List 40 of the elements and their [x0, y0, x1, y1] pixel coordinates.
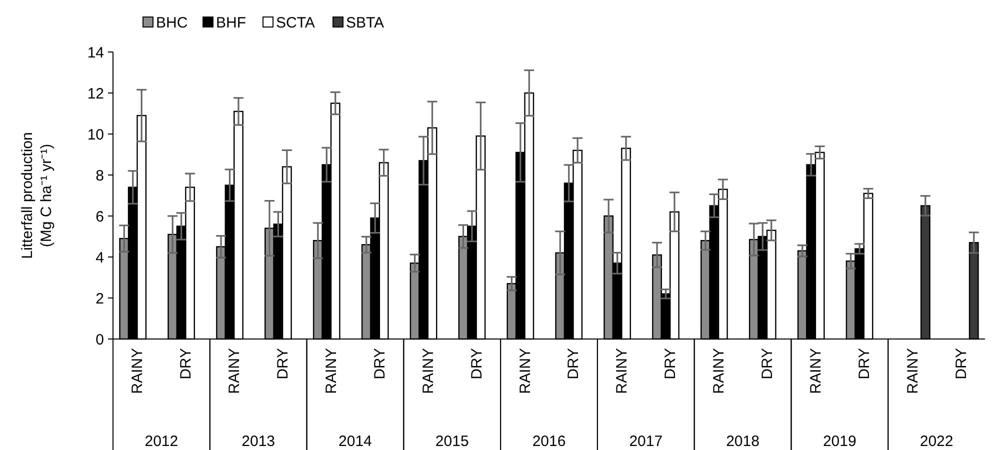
legend-label: SBTA: [346, 14, 384, 32]
x-tick-label: DRY: [371, 348, 388, 380]
text: 2013: [242, 433, 276, 450]
text: 2019: [822, 433, 856, 450]
y-tick-label: 4: [96, 249, 104, 266]
text: 2018: [726, 433, 760, 450]
x-tick-label: RAINY: [516, 348, 534, 394]
text: 2012: [144, 433, 178, 450]
text: 2016: [532, 433, 566, 450]
x-tick-label: DRY: [952, 348, 970, 380]
x-tick-label: RAINY: [226, 348, 244, 394]
y-tick-label: 14: [87, 44, 104, 62]
y-tick-label: 6: [96, 208, 104, 226]
y-tick-label: 0: [96, 331, 104, 348]
legend-label: BHC: [156, 14, 188, 32]
y-tick-label: 12: [87, 85, 104, 102]
legend-label: BHF: [216, 14, 246, 32]
x-tick-label: RAINY: [323, 348, 340, 394]
text: 2015: [435, 433, 469, 450]
x-tick-label: DRY: [565, 348, 582, 380]
legend-label: SCTA: [276, 14, 315, 32]
text: 2017: [629, 433, 663, 450]
x-tick-label: RAINY: [129, 348, 146, 394]
x-tick-label: DRY: [759, 348, 776, 380]
x-tick-label: RAINY: [614, 348, 631, 394]
x-tick-label: RAINY: [904, 348, 922, 394]
text: 2022: [920, 433, 954, 450]
y-tick-label: 10: [87, 126, 104, 144]
text: 2014: [338, 433, 372, 450]
x-tick-label: DRY: [178, 348, 195, 380]
x-tick-label: RAINY: [807, 348, 824, 394]
x-tick-label: DRY: [662, 348, 680, 380]
x-tick-label: DRY: [274, 348, 292, 380]
y-tick-label: 8: [96, 167, 104, 184]
x-tick-label: RAINY: [710, 348, 728, 394]
y-axis-title: Litterfall production (Mg C ha⁻¹ yr⁻¹): [19, 132, 55, 259]
y-tick-label: 2: [96, 290, 104, 308]
x-tick-label: DRY: [856, 348, 873, 380]
x-tick-label: DRY: [468, 348, 486, 380]
x-tick-label: RAINY: [420, 348, 437, 394]
